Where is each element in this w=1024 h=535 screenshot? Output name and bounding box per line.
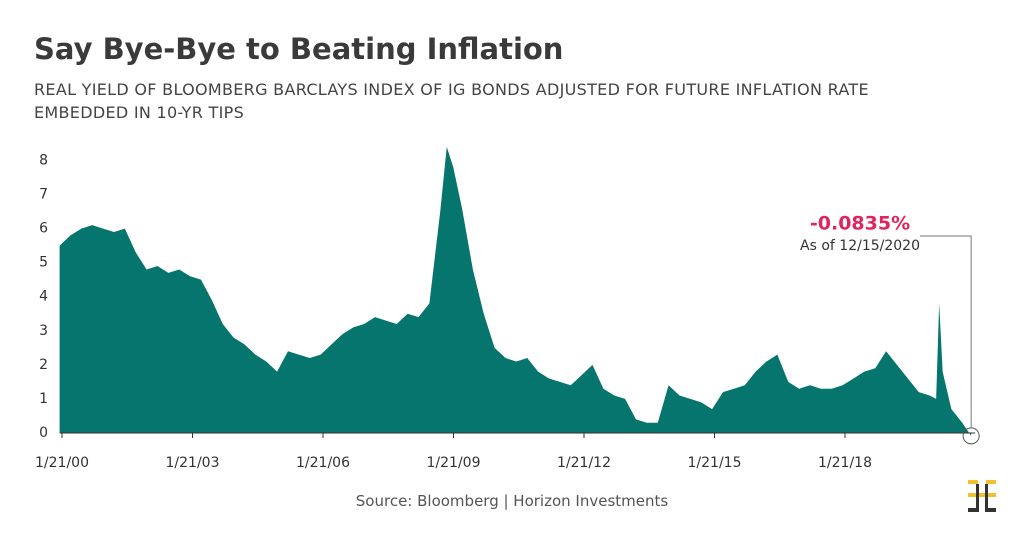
y-tick-label: 3 — [39, 323, 48, 339]
y-tick-label: 4 — [39, 289, 48, 305]
y-tick-label: 2 — [39, 357, 48, 373]
x-tick-label: 1/21/06 — [296, 455, 350, 471]
y-tick-label: 1 — [39, 391, 48, 407]
y-tick-label: 7 — [39, 187, 48, 203]
callout-line — [920, 235, 972, 428]
y-tick-label: 5 — [39, 255, 48, 271]
annotation-note: As of 12/15/2020 — [800, 238, 920, 254]
y-tick-label: 0 — [39, 425, 48, 441]
x-tick-label: 1/21/15 — [688, 455, 742, 471]
logo — [968, 480, 996, 512]
y-tick-label: 6 — [39, 221, 48, 237]
x-tick-label: 1/21/00 — [35, 455, 89, 471]
x-tick-label: 1/21/12 — [557, 455, 611, 471]
chart-title: Say Bye-Bye to Beating Inflation — [34, 32, 564, 66]
annotation-value: -0.0835% — [810, 213, 910, 235]
x-tick-label: 1/21/09 — [427, 455, 481, 471]
x-tick-label: 1/21/03 — [166, 455, 220, 471]
x-tick-label: 1/21/18 — [818, 455, 872, 471]
area — [59, 146, 972, 436]
y-tick-label: 8 — [39, 152, 48, 168]
chart-subtitle: REAL YIELD OF BLOOMBERG BARCLAYS INDEX O… — [34, 80, 869, 122]
source: Source: Bloomberg | Horizon Investments — [355, 492, 669, 510]
